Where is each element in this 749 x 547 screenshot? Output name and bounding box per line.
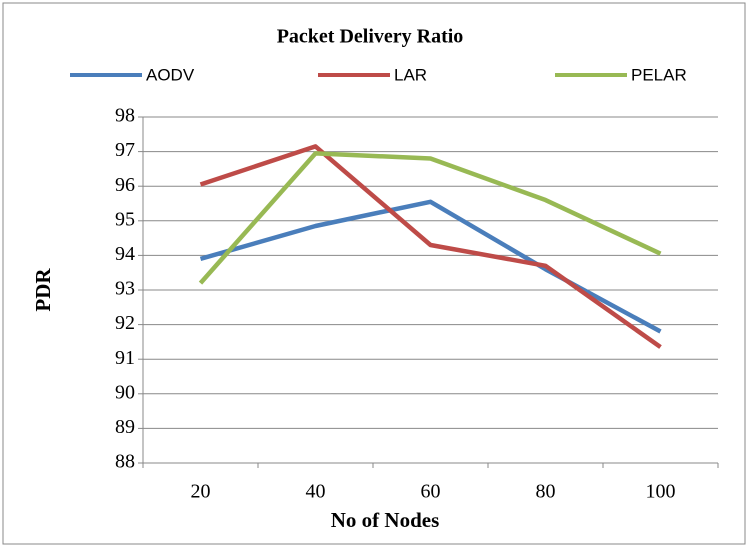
y-tick-label: 97	[115, 139, 135, 161]
legend-label: PELAR	[631, 65, 687, 84]
x-tick-label: 20	[191, 481, 211, 503]
x-tick-label: 100	[646, 481, 676, 503]
x-tick-label: 80	[536, 481, 556, 503]
y-tick-label: 89	[115, 416, 135, 438]
y-tick-label: 88	[115, 451, 135, 473]
x-tick-label: 60	[421, 481, 441, 503]
legend-label: LAR	[394, 65, 427, 84]
chart-title: Packet Delivery Ratio	[277, 26, 464, 48]
x-tick-label: 40	[306, 481, 326, 503]
series-line	[199, 199, 662, 334]
y-tick-label: 95	[115, 208, 135, 230]
y-tick-label: 91	[115, 347, 135, 369]
y-tick-label: 90	[115, 381, 135, 403]
y-tick-label: 96	[115, 174, 135, 196]
y-tick-label: 98	[115, 105, 135, 127]
series-line	[199, 144, 662, 349]
series-line	[198, 151, 662, 285]
x-axis-label: No of Nodes	[331, 508, 440, 532]
y-axis-label: PDR	[31, 268, 55, 312]
y-tick-label: 92	[115, 312, 135, 334]
y-tick-label: 93	[115, 278, 135, 300]
y-tick-label: 94	[115, 243, 135, 265]
legend-label: AODV	[146, 65, 195, 84]
